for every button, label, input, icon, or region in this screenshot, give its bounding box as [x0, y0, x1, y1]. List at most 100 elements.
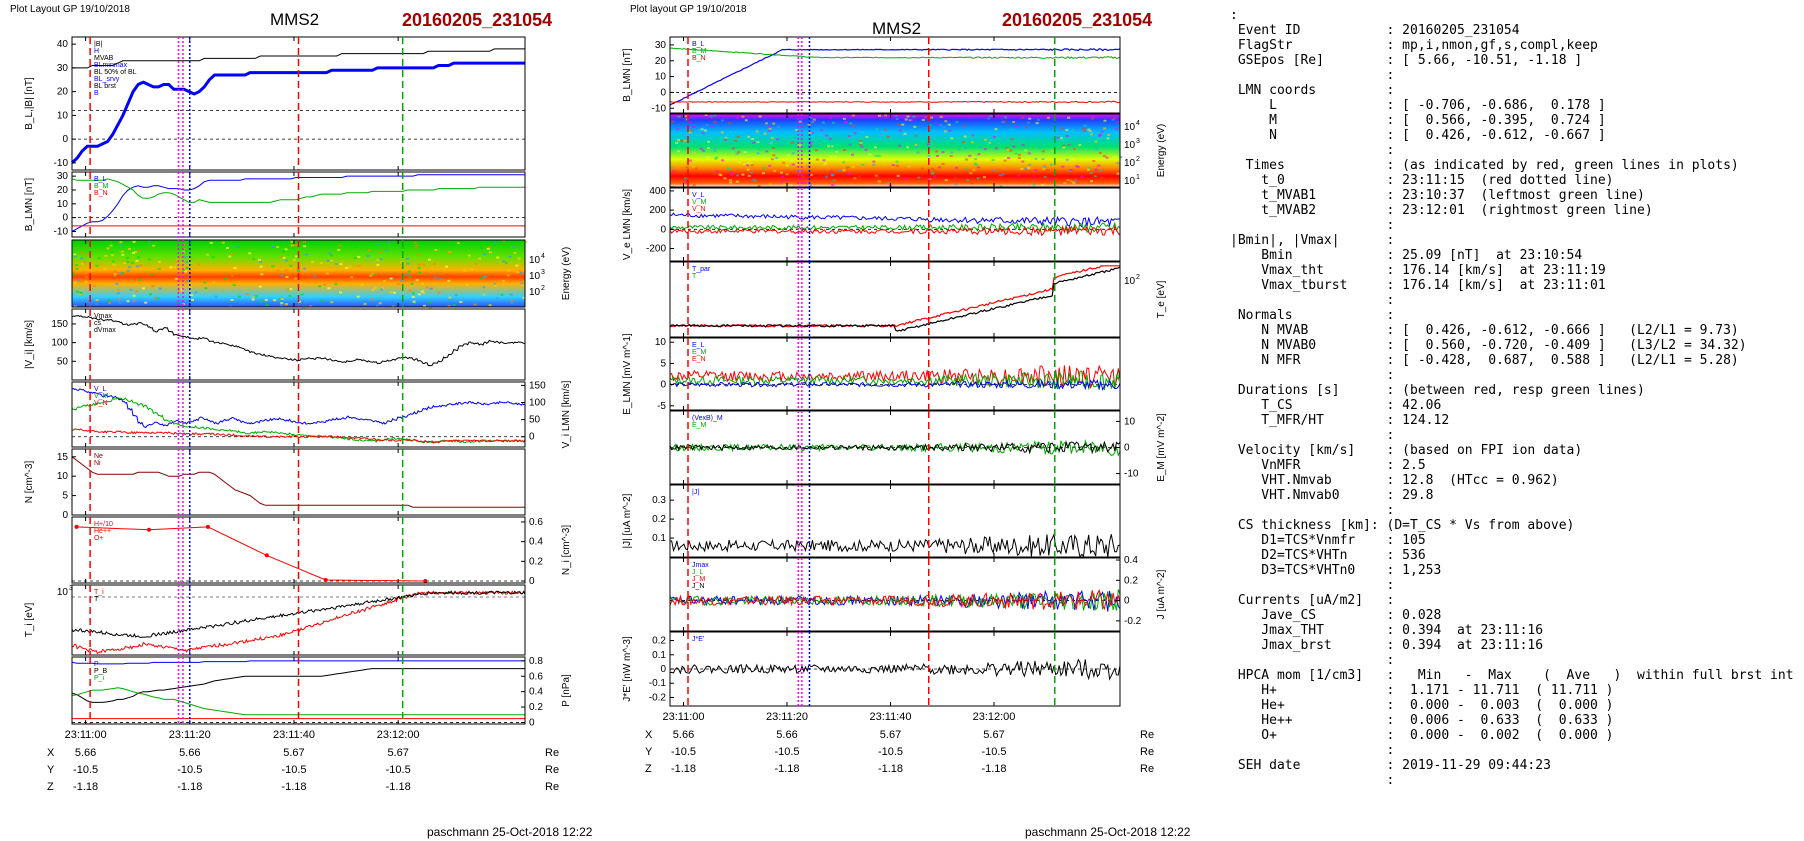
summary-line: Vmax_tht : 176.14 [km/s] at 23:11:19 — [1230, 263, 1606, 278]
summary-line: N MVAB0 : [ 0.560, -0.720, -0.409 ] (L3/… — [1230, 338, 1747, 353]
y-tick-label: 0 — [660, 380, 666, 391]
svg-text:1: 1 — [1136, 174, 1140, 181]
right-position-table: 23:11:00 23:11:20 23:11:40 23:12:00 X 5.66 5.6… — [645, 711, 1154, 775]
y-tick-label: 10 — [1124, 140, 1136, 151]
y-tick-label: 10 — [529, 255, 541, 266]
summary-line: N MFR : [ -0.428, 0.687, 0.588 ] (L2/L1 … — [1230, 353, 1739, 368]
y-tick-label: 0 — [62, 134, 68, 145]
y-tick-label: 10 — [1124, 176, 1136, 187]
y-tick-label: 50 — [57, 356, 69, 367]
legend-entry: V_M — [692, 199, 707, 206]
left-panel-1: -10 0 10 20 30 B_LMN [nT] B_LB_MB_N — [24, 171, 526, 238]
y-axis-label: Energy (eV) — [561, 247, 572, 300]
y-tick-label: 10 — [57, 471, 69, 482]
y-tick-label: 0.1 — [652, 650, 666, 661]
right-header: Plot layout GP 19/10/2018 — [630, 4, 747, 15]
left-position-table: 23:11:00 23:11:20 23:11:40 23:12:00 X 5.66 5.6… — [47, 729, 559, 793]
y-tick-label: 50 — [529, 415, 541, 426]
svg-text:3: 3 — [69, 585, 73, 592]
right-spacecraft: MMS2 — [872, 19, 921, 38]
summary-line: Durations [s] : (between red, resp green… — [1230, 383, 1645, 398]
summary-line: : — [1230, 578, 1395, 593]
y-tick-label: 15 — [57, 452, 69, 463]
position-row-label: X — [47, 747, 55, 759]
y-tick-label: -0.2 — [649, 692, 667, 703]
position-value: -10.5 — [177, 764, 202, 776]
summary-line: M : [ 0.566, -0.395, 0.724 ] — [1230, 113, 1606, 128]
summary-line: D2=TCS*VHTn : 536 — [1230, 548, 1426, 563]
legend-entry: V_N — [692, 206, 706, 213]
summary-line: VnMFR : 2.5 — [1230, 458, 1426, 473]
x-tick-label: 23:11:40 — [869, 711, 911, 723]
y-tick-label: 10 — [57, 587, 69, 598]
y-axis-label: |V_i| [km/s] — [24, 320, 35, 369]
position-value: -10.5 — [878, 746, 903, 758]
position-value: -10.5 — [386, 764, 411, 776]
summary-line: D1=TCS*Vnmfr : 105 — [1230, 533, 1426, 548]
summary-line: : — [1230, 428, 1395, 443]
position-value: -1.18 — [73, 781, 98, 793]
y-tick-label: 10 — [529, 271, 541, 282]
summary-line: Jmax_THT : 0.394 at 23:11:16 — [1230, 623, 1544, 638]
left-panel-4: 0 50 100 150 V_i LMN [km/s] V_LV_MV_N — [71, 380, 572, 448]
y-axis-label: B_L,|B| [nT] — [24, 77, 35, 130]
y-tick-label: -10 — [54, 158, 69, 169]
series-line — [669, 224, 1121, 237]
y-tick-label: 20 — [57, 185, 69, 196]
legend-entry: T_par — [692, 266, 711, 273]
y-axis-label: V_e LMN [km/s] — [622, 189, 633, 260]
y-tick-label: -0.2 — [1124, 616, 1142, 627]
left-header: Plot Layout GP 19/10/2018 — [10, 4, 130, 15]
legend-entry: T — [692, 273, 697, 280]
y-axis-label: V_i LMN [km/s] — [561, 380, 572, 448]
position-value: 5.66 — [75, 747, 96, 759]
svg-text:2: 2 — [541, 285, 545, 292]
y-tick-label: 400 — [649, 186, 666, 197]
left-footer: paschmann 25-Oct-2018 12:22 — [427, 825, 593, 839]
y-tick-label: -200 — [646, 244, 666, 255]
summary-line: L : [ -0.706, -0.686, 0.178 ] — [1230, 98, 1606, 113]
y-tick-label: 0.1 — [652, 533, 666, 544]
y-tick-label: 0 — [529, 717, 535, 728]
legend-entry: H+/10 — [94, 521, 113, 528]
legend-entry: Ni — [94, 460, 101, 467]
legend-entry: MVAB — [94, 55, 114, 62]
legend-entry: T — [94, 596, 99, 603]
position-value: 5.66 — [776, 729, 797, 741]
y-axis-label: Energy (eV) — [1156, 124, 1167, 177]
event-summary-table: : Event ID : 20160205_231054 FlagStr : m… — [1230, 8, 1794, 788]
y-tick-label: 0.6 — [529, 517, 543, 528]
y-tick-label: 10 — [655, 337, 667, 348]
y-tick-label: 0.2 — [652, 514, 666, 525]
summary-line: t_MVAB1 : 23:10:37 (leftmost green line) — [1230, 188, 1645, 203]
summary-line: Normals : — [1230, 308, 1395, 323]
summary-line: |Bmin|, |Vmax| : — [1230, 233, 1395, 248]
summary-line: Bmin : 25.09 [nT] at 23:10:54 — [1230, 248, 1583, 263]
position-unit: Re — [1140, 763, 1154, 775]
summary-line: HPCA mom [1/cm3] : Min - Max ( Ave ) wit… — [1230, 668, 1794, 683]
y-tick-label: 100 — [529, 398, 546, 409]
legend-entry: BL 50% of BL — [94, 69, 137, 76]
series-line — [669, 589, 1121, 612]
legend-entry: V_M — [94, 393, 109, 400]
y-tick-label: -10 — [54, 226, 69, 237]
summary-line: He++ : 0.006 - 0.633 ( 0.633 ) — [1230, 713, 1614, 728]
summary-line: Vmax_tburst : 176.14 [km/s] at 23:11:01 — [1230, 278, 1606, 293]
y-axis-label: N [cm^-3] — [24, 461, 35, 504]
position-value: -1.18 — [878, 763, 903, 775]
y-axis-label: J*E' [nW m^-3] — [622, 636, 633, 702]
right-panel-4: -5 0 5 10 E_LMN [mV m^-1] E_LE_ME_N — [622, 333, 1121, 415]
summary-line: Times : (as indicated by red, green line… — [1230, 158, 1739, 173]
legend-entry: J_N — [692, 583, 704, 590]
position-value: -1.18 — [774, 763, 799, 775]
y-tick-label: -10 — [1124, 469, 1139, 480]
summary-line: Jave_CS : 0.028 — [1230, 608, 1442, 623]
position-row-label: Z — [47, 781, 54, 793]
y-tick-label: 0.8 — [529, 656, 543, 667]
summary-line: Event ID : 20160205_231054 — [1230, 23, 1520, 38]
